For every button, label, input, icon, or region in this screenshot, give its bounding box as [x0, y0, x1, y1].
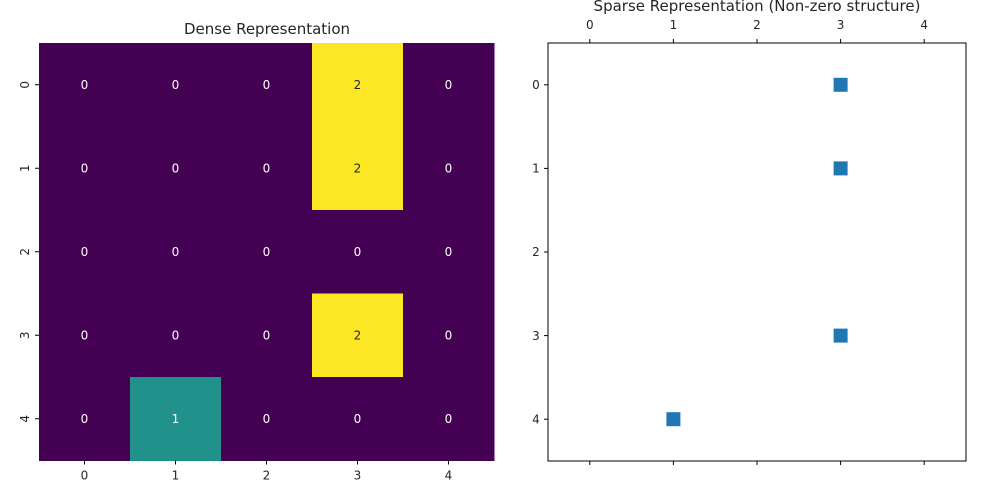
heatmap-cell-label: 1 — [172, 412, 180, 426]
heatmap-y-tick-label: 1 — [18, 164, 32, 172]
heatmap-cell-label: 0 — [445, 328, 453, 342]
heatmap-cell-label: 0 — [81, 78, 89, 92]
sparse-y-tick-label: 1 — [532, 162, 540, 176]
heatmap-cell — [312, 210, 404, 294]
heatmap-cell-label: 2 — [354, 78, 362, 92]
heatmap-cell — [221, 126, 313, 211]
sparse-points — [666, 77, 848, 427]
heatmap-cell — [130, 43, 222, 127]
heatmap-cell-label: 0 — [445, 78, 453, 92]
heatmap-x-ticks: 0 1 2 3 4 — [81, 460, 453, 483]
heatmap-cell-label: 0 — [172, 328, 180, 342]
sparse-y-tick-label: 4 — [532, 412, 540, 426]
sparse-point — [833, 77, 848, 92]
heatmap-cell — [403, 43, 495, 127]
sparse-title: Sparse Representation (Non-zero structur… — [594, 0, 921, 15]
heatmap-cell-label: 0 — [81, 328, 89, 342]
heatmap-cell — [403, 293, 495, 378]
sparse-y-tick-label: 3 — [532, 329, 540, 343]
sparse-panel: Sparse Representation (Non-zero structur… — [532, 0, 967, 465]
sparse-axes-frame — [547, 42, 967, 462]
heatmap-cell-label: 0 — [81, 245, 89, 259]
heatmap-cell — [130, 210, 222, 294]
heatmap-cell-label: 0 — [263, 161, 271, 175]
heatmap-cell — [39, 126, 131, 211]
sparse-y-tick-label: 2 — [532, 245, 540, 259]
heatmap-cell-label: 0 — [172, 245, 180, 259]
heatmap-cell — [130, 293, 222, 378]
sparse-x-tick-label: 3 — [837, 18, 845, 32]
sparse-y-tick-label: 0 — [532, 78, 540, 92]
heatmap-cell — [403, 126, 495, 211]
heatmap-cell-label: 0 — [263, 412, 271, 426]
heatmap-y-ticks: 0 1 2 3 4 — [18, 81, 39, 423]
sparse-x-ticks-bottom — [589, 461, 925, 465]
heatmap-y-tick-label: 4 — [18, 415, 32, 423]
heatmap-cell — [312, 293, 404, 378]
heatmap-panel: Dense Representation 0 0 0 2 0 0 0 0 2 0 0 0 0 0 0 0 0 0 2… — [18, 20, 495, 483]
sparse-point — [833, 328, 848, 343]
heatmap-cell-label: 0 — [81, 161, 89, 175]
heatmap-cell-label: 0 — [354, 412, 362, 426]
sparse-y-ticks: 0 1 2 3 4 — [532, 78, 548, 426]
heatmap-title: Dense Representation — [184, 20, 350, 38]
heatmap-x-tick-label: 2 — [263, 469, 271, 483]
heatmap-cell — [403, 210, 495, 294]
heatmap-cell-label: 0 — [445, 412, 453, 426]
sparse-x-tick-label: 1 — [670, 18, 678, 32]
sparse-point — [666, 412, 681, 427]
heatmap-cell-label: 0 — [81, 412, 89, 426]
sparse-x-tick-label: 0 — [586, 18, 594, 32]
heatmap-cell-label: 0 — [354, 245, 362, 259]
heatmap-cell — [221, 43, 313, 127]
heatmap-cell-label: 0 — [172, 161, 180, 175]
heatmap-y-tick-label: 3 — [18, 331, 32, 339]
heatmap-cell-label: 0 — [445, 245, 453, 259]
heatmap-cell — [130, 377, 222, 461]
heatmap-cell — [39, 210, 131, 294]
sparse-x-tick-label: 4 — [920, 18, 928, 32]
sparse-point — [833, 161, 848, 176]
heatmap-x-tick-label: 3 — [354, 469, 362, 483]
heatmap-cell — [39, 377, 131, 461]
heatmap-cell — [312, 126, 404, 211]
heatmap-cell-label: 2 — [354, 328, 362, 342]
heatmap-y-tick-label: 0 — [18, 81, 32, 89]
heatmap-x-tick-label: 0 — [81, 469, 89, 483]
heatmap-cell — [312, 377, 404, 461]
heatmap-cell — [39, 43, 131, 127]
heatmap-cell — [39, 293, 131, 378]
heatmap-cells: 0 0 0 2 0 0 0 0 2 0 0 0 0 0 0 0 0 0 2 0 0 1 0 0 0 — [39, 43, 495, 461]
heatmap-x-tick-label: 4 — [445, 469, 453, 483]
heatmap-x-tick-label: 1 — [172, 469, 180, 483]
heatmap-cell-label: 2 — [354, 161, 362, 175]
heatmap-cell-label: 0 — [445, 161, 453, 175]
heatmap-cell — [312, 43, 404, 127]
heatmap-y-tick-label: 2 — [18, 248, 32, 256]
heatmap-cell-label: 0 — [263, 328, 271, 342]
heatmap-cell-label: 0 — [263, 78, 271, 92]
sparse-x-tick-label: 2 — [753, 18, 761, 32]
heatmap-cell — [221, 377, 313, 461]
heatmap-cell-label: 0 — [263, 245, 271, 259]
heatmap-cell — [221, 210, 313, 294]
heatmap-cell — [221, 293, 313, 378]
sparse-x-ticks: 0 1 2 3 4 — [586, 18, 928, 43]
heatmap-cell — [403, 377, 495, 461]
heatmap-cell — [130, 126, 222, 211]
heatmap-cell-label: 0 — [172, 78, 180, 92]
